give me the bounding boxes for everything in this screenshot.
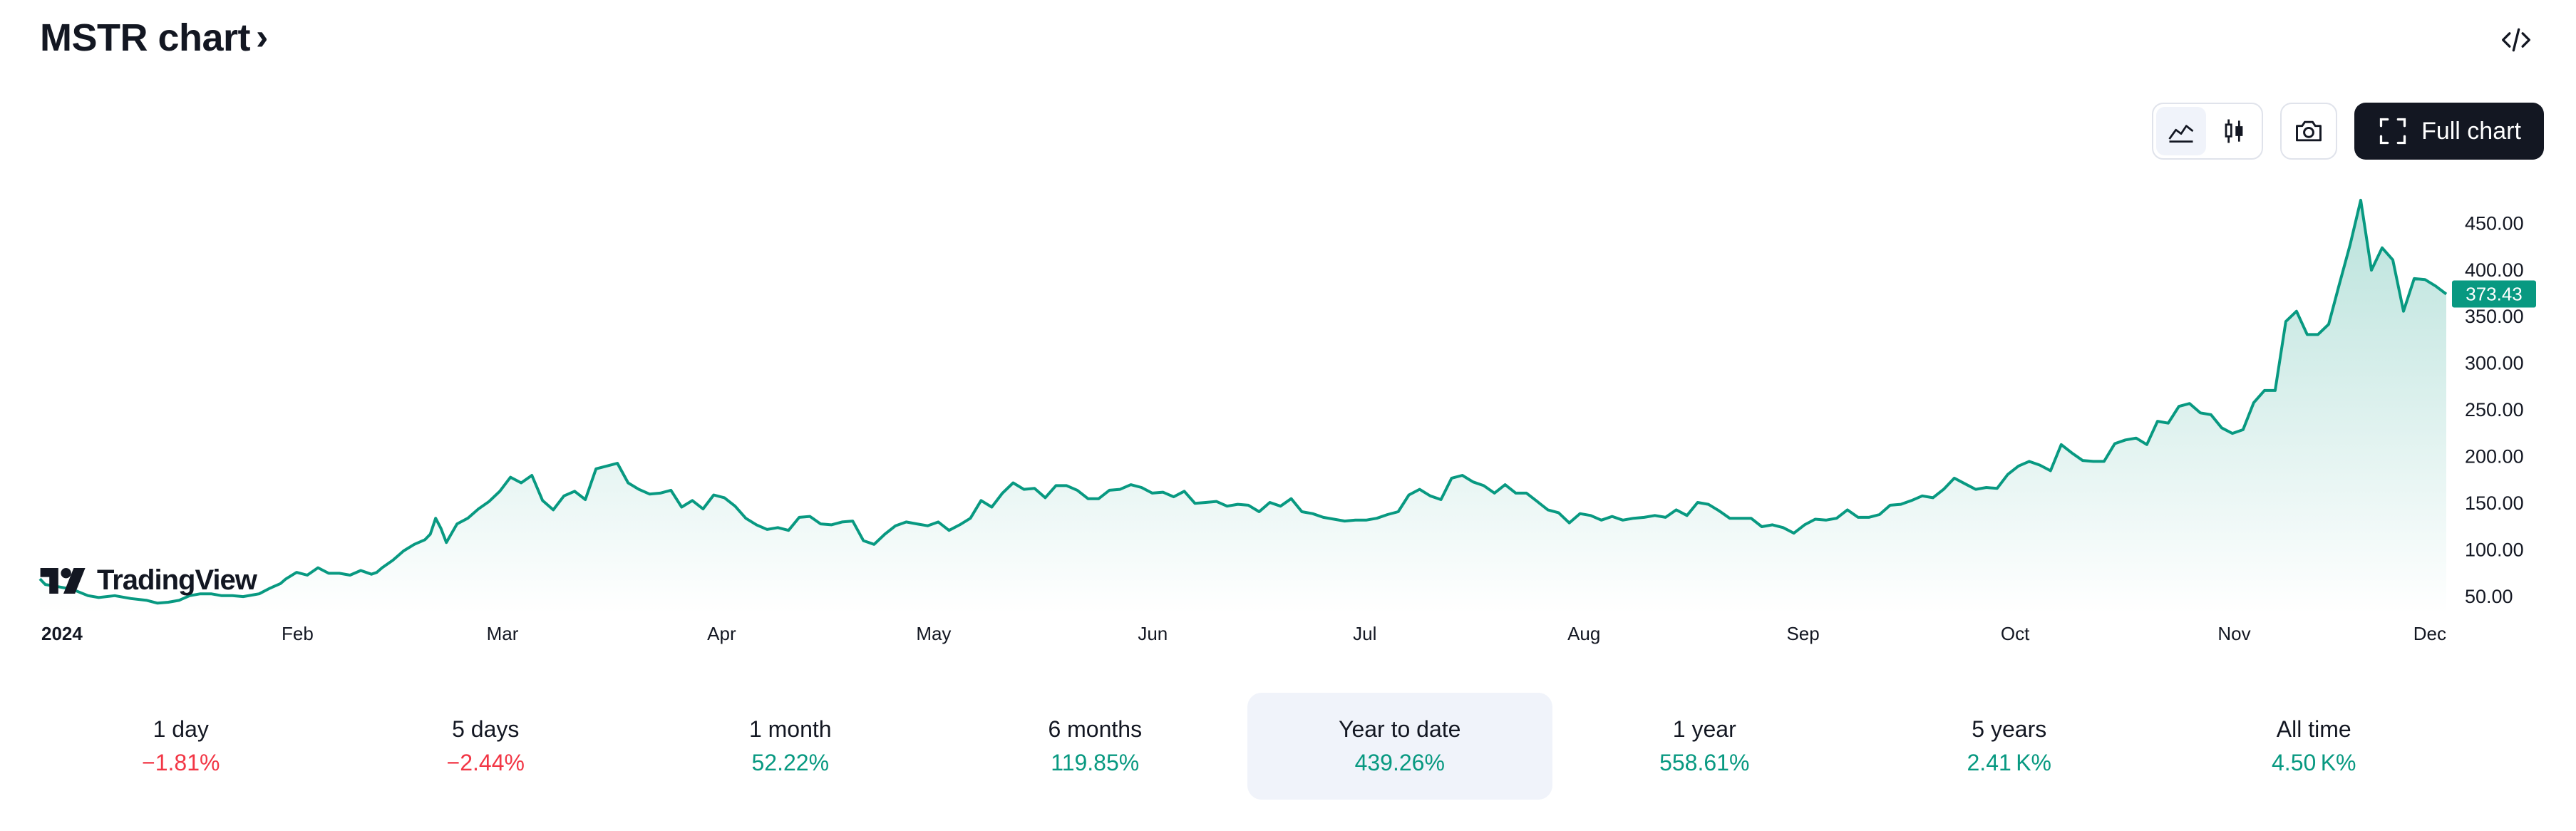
period-change-value: 4.50 K% (2272, 750, 2356, 775)
area-chart-button[interactable] (2156, 107, 2206, 155)
x-tick-label: Aug (1567, 623, 1600, 644)
x-tick-label: Apr (707, 623, 736, 644)
y-tick-label: 450.00 (2465, 212, 2524, 234)
period-label: 5 years (1972, 716, 2047, 742)
period-change-value: 439.26% (1354, 750, 1445, 775)
y-tick-label: 100.00 (2465, 539, 2524, 560)
x-tick-label: May (916, 623, 951, 644)
page-title: MSTR chart (40, 16, 251, 59)
period-label: 1 month (748, 716, 832, 742)
embed-code-button[interactable] (2496, 20, 2536, 60)
period-tab-6-months[interactable]: 6 months 119.85% (943, 693, 1248, 800)
chart-toolbar: Full chart (2152, 103, 2544, 160)
tradingview-logo[interactable]: TradingView (40, 564, 257, 597)
period-change-value: 558.61% (1659, 750, 1750, 775)
period-change-value: 2.41 K% (1967, 750, 2051, 775)
tradingview-logo-text: TradingView (97, 564, 257, 596)
candlestick-icon (2225, 119, 2243, 143)
tradingview-mark-icon (40, 567, 86, 594)
x-tick-label: Jun (1138, 623, 1168, 644)
period-tab-all-time[interactable]: All time 4.50 K% (2162, 693, 2467, 800)
y-tick-label: 350.00 (2465, 306, 2524, 327)
last-price-label: 373.43 (2466, 284, 2523, 305)
period-tab-1-year[interactable]: 1 year 558.61% (1552, 693, 1858, 800)
full-chart-label: Full chart (2421, 117, 2521, 145)
x-tick-label: Jul (1353, 623, 1376, 644)
period-label: Year to date (1339, 716, 1461, 742)
y-tick-label: 400.00 (2465, 259, 2524, 281)
period-tab-1-day[interactable]: 1 day −1.81% (29, 693, 334, 800)
x-tick-label: 2024 (41, 623, 83, 644)
x-tick-label: Feb (282, 623, 314, 644)
period-change-value: 52.22% (751, 750, 830, 775)
y-tick-label: 300.00 (2465, 353, 2524, 374)
y-tick-label: 150.00 (2465, 492, 2524, 514)
last-price-badge (2452, 280, 2536, 308)
period-label: 1 year (1672, 716, 1736, 742)
x-tick-label: Nov (2217, 623, 2250, 644)
period-tab-year-to-date[interactable]: Year to date 439.26% (1247, 693, 1552, 800)
period-label: All time (2276, 716, 2351, 742)
x-tick-label: Sep (1786, 623, 1819, 644)
x-tick-label: Dec (2413, 623, 2446, 644)
candlestick-chart-button[interactable] (2209, 107, 2259, 155)
period-performance-tabs: 1 day −1.81% 5 days −2.44% 1 month 52.22% 6 mo… (29, 693, 2466, 800)
y-tick-label: 50.00 (2465, 586, 2513, 607)
period-tab-1-month[interactable]: 1 month 52.22% (638, 693, 943, 800)
chart-title-link[interactable]: MSTR chart › (40, 16, 268, 60)
snapshot-button[interactable] (2280, 103, 2337, 160)
period-change-value: 119.85% (1051, 750, 1140, 775)
period-change-value: −1.81% (142, 750, 220, 775)
period-label: 1 day (153, 716, 209, 742)
x-tick-label: Mar (487, 623, 519, 644)
period-label: 6 months (1048, 716, 1143, 742)
chart-type-group (2152, 103, 2263, 160)
fullscreen-icon (2379, 118, 2406, 145)
chevron-right-icon: › (256, 16, 268, 58)
price-line (38, 198, 2448, 605)
period-tab-5-days[interactable]: 5 days −2.44% (334, 693, 639, 800)
full-chart-button[interactable]: Full chart (2354, 103, 2544, 160)
code-brackets-icon (2502, 28, 2530, 52)
price-area-fill (40, 200, 2446, 614)
y-tick-label: 250.00 (2465, 399, 2524, 420)
x-tick-label: Oct (2001, 623, 2030, 644)
period-change-value: −2.44% (446, 750, 525, 775)
period-label: 5 days (452, 716, 520, 742)
period-tab-5-years[interactable]: 5 years 2.41 K% (1857, 693, 2162, 800)
area-chart-icon (2168, 125, 2194, 143)
camera-icon (2296, 120, 2322, 142)
y-tick-label: 200.00 (2465, 446, 2524, 468)
